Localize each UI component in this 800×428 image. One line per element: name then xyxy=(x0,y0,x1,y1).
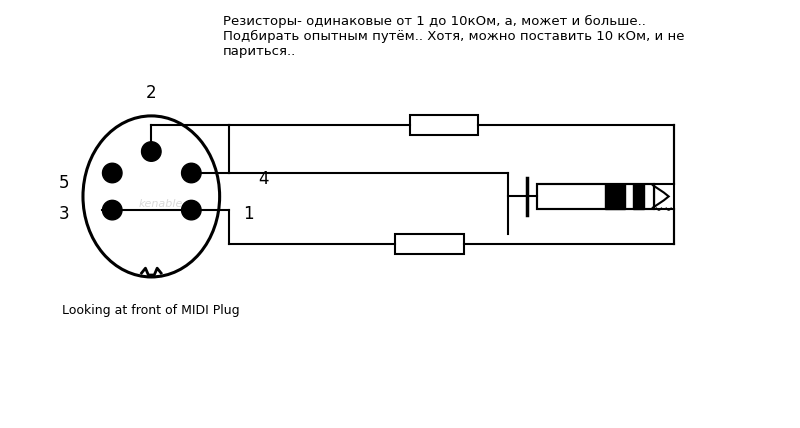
Circle shape xyxy=(102,200,122,220)
Bar xyxy=(395,235,464,254)
Bar xyxy=(606,184,625,209)
Text: 3: 3 xyxy=(58,205,70,223)
Bar xyxy=(410,116,478,135)
Bar xyxy=(633,184,644,209)
Text: 4: 4 xyxy=(258,170,269,188)
Circle shape xyxy=(102,163,122,183)
Text: Looking at front of MIDI Plug: Looking at front of MIDI Plug xyxy=(62,304,240,317)
Text: kenable: kenable xyxy=(139,199,183,209)
Text: 5: 5 xyxy=(59,174,70,192)
Circle shape xyxy=(142,142,161,161)
Text: 1: 1 xyxy=(243,205,254,223)
Bar xyxy=(537,184,654,209)
Bar xyxy=(537,184,654,209)
Circle shape xyxy=(182,200,201,220)
Text: 2: 2 xyxy=(146,84,157,102)
Text: Резисторы- одинаковые от 1 до 10кОм, а, может и больше..
Подбирать опытным путём: Резисторы- одинаковые от 1 до 10кОм, а, … xyxy=(222,15,684,58)
Circle shape xyxy=(182,163,201,183)
